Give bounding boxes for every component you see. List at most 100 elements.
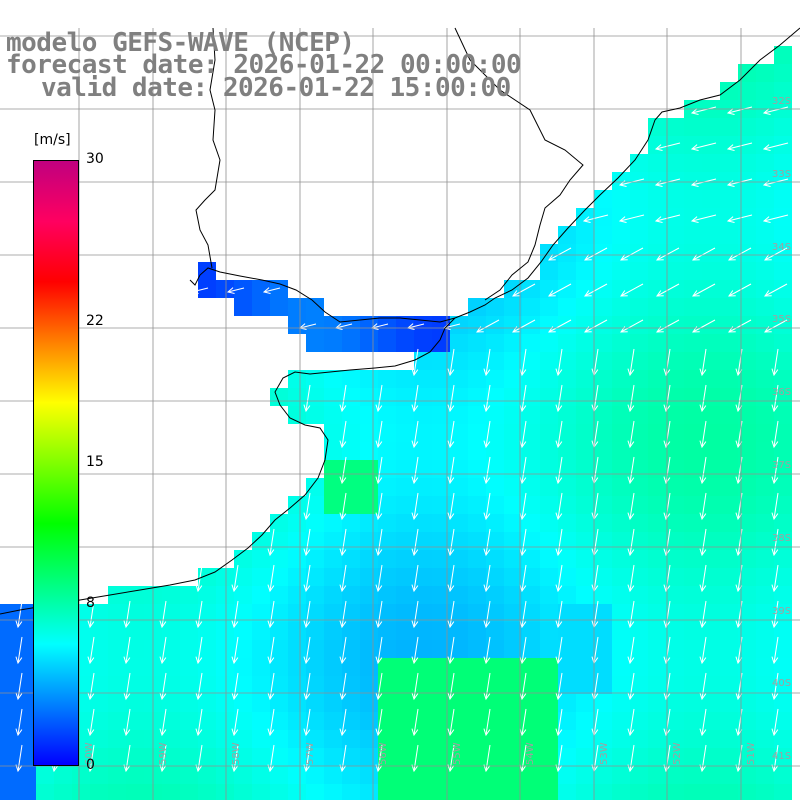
wind-cell: [666, 640, 684, 658]
wind-cell: [738, 478, 756, 496]
wind-cell: [198, 280, 216, 298]
wind-cell: [666, 712, 684, 730]
wind-cell: [738, 406, 756, 424]
wind-cell: [234, 658, 252, 676]
wind-cell: [648, 514, 666, 532]
wind-cell: [414, 370, 432, 388]
wind-arrow: [123, 708, 131, 737]
wind-cell: [540, 514, 558, 532]
wind-cell: [432, 766, 450, 784]
wind-cell: [450, 388, 468, 406]
wind-cell: [324, 748, 342, 766]
wind-arrow: [375, 708, 383, 737]
wind-arrow: [267, 564, 275, 593]
wind-cell: [270, 784, 288, 800]
wind-cell: [666, 244, 684, 262]
wind-cell: [108, 730, 126, 748]
wind-cell: [738, 568, 756, 586]
wind-cell: [18, 766, 36, 784]
wind-cell: [540, 370, 558, 388]
wind-cell: [288, 586, 306, 604]
wind-cell: [630, 694, 648, 712]
wind-arrow: [123, 672, 131, 701]
wind-cell: [594, 208, 612, 226]
wind-cell: [324, 442, 342, 460]
wind-arrow: [555, 348, 563, 377]
wind-cell: [576, 442, 594, 460]
wind-arrow: [627, 600, 635, 629]
wind-arrow: [627, 636, 635, 665]
wind-cell: [378, 550, 396, 568]
wind-cell: [612, 406, 630, 424]
wind-cell: [486, 334, 504, 352]
wind-cell: [450, 784, 468, 800]
wind-cell: [756, 694, 774, 712]
wind-cell: [702, 334, 720, 352]
wind-cell: [342, 478, 360, 496]
wind-cell: [378, 460, 396, 478]
wind-arrow: [762, 106, 789, 115]
wind-cell: [612, 532, 630, 550]
wind-cell: [558, 604, 576, 622]
wind-cell: [648, 550, 666, 568]
wind-cell: [612, 748, 630, 766]
wind-arrow: [195, 600, 203, 629]
wind-cell: [468, 388, 486, 406]
wind-cell: [594, 532, 612, 550]
wind-cell: [702, 244, 720, 262]
wind-cell: [306, 622, 324, 640]
wind-cell: [774, 586, 792, 604]
wind-cell: [648, 406, 666, 424]
wind-cell: [612, 730, 630, 748]
wind-cell: [198, 622, 216, 640]
wind-cell: [108, 694, 126, 712]
wind-cell: [414, 514, 432, 532]
wind-cell: [342, 766, 360, 784]
wind-cell: [720, 172, 738, 190]
wind-cell: [630, 226, 648, 244]
wind-cell: [324, 424, 342, 442]
wind-cell: [360, 514, 378, 532]
wind-cell: [738, 352, 756, 370]
wind-arrow: [159, 600, 167, 629]
wind-cell: [432, 442, 450, 460]
wind-cell: [630, 262, 648, 280]
wind-cell: [126, 694, 144, 712]
wind-cell: [486, 640, 504, 658]
wind-arrow: [483, 564, 491, 593]
longitude-label: 52W: [672, 742, 683, 765]
wind-cell: [306, 334, 324, 352]
wind-cell: [414, 586, 432, 604]
wind-cell: [774, 406, 792, 424]
wind-cell: [306, 784, 324, 800]
wind-cell: [306, 514, 324, 532]
wind-cell: [522, 478, 540, 496]
wind-cell: [216, 676, 234, 694]
wind-arrow: [764, 283, 788, 297]
wind-cell: [180, 658, 198, 676]
wind-arrow: [627, 708, 635, 737]
wind-cell: [504, 370, 522, 388]
wind-cell: [630, 154, 648, 172]
wind-cell: [198, 568, 216, 586]
wind-cell: [558, 352, 576, 370]
wind-cell: [270, 532, 288, 550]
wind-cell: [396, 730, 414, 748]
wind-arrow: [699, 384, 707, 413]
wind-cell: [342, 784, 360, 800]
wind-arrow: [699, 708, 707, 737]
wind-cell: [90, 622, 108, 640]
wind-cell: [558, 514, 576, 532]
wind-cell: [648, 298, 666, 316]
wind-cell: [594, 316, 612, 334]
wind-cell: [486, 676, 504, 694]
wind-cell: [360, 604, 378, 622]
wind-cell: [666, 172, 684, 190]
wind-cell: [666, 784, 684, 800]
wind-cell: [558, 298, 576, 316]
latitude-label: 33S: [772, 168, 792, 180]
wind-cell: [126, 766, 144, 784]
wind-cell: [594, 280, 612, 298]
wind-arrow: [411, 492, 419, 521]
